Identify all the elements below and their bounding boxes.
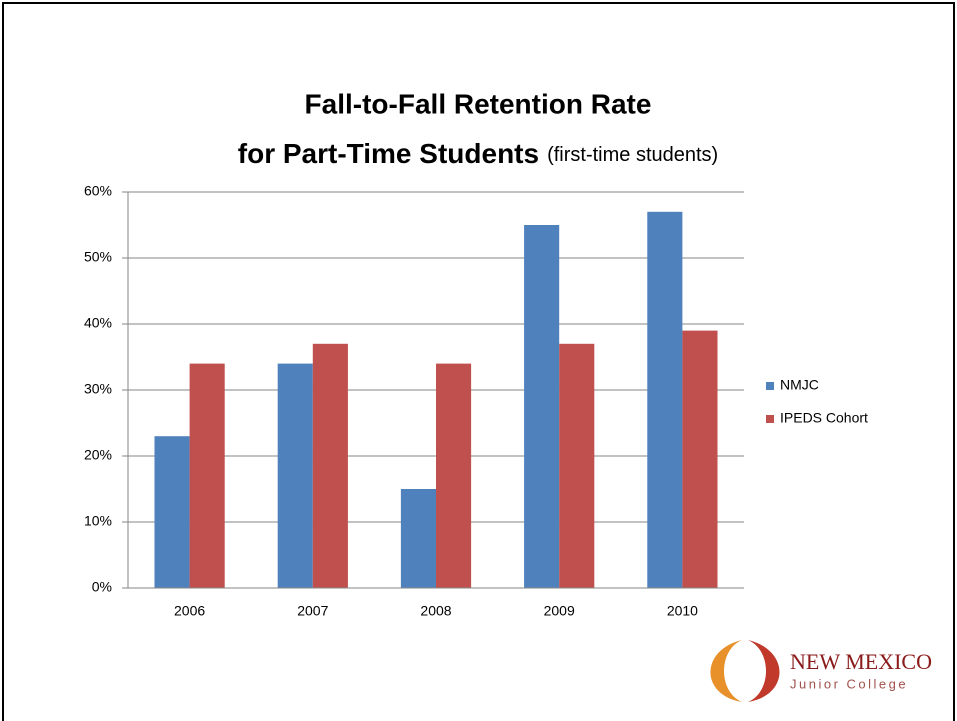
x-tick-label: 2007 [297, 603, 328, 619]
chart-title-line: for Part-Time Students (first-time studen… [238, 138, 718, 169]
bar [436, 363, 472, 588]
bar [312, 343, 348, 588]
y-tick-label: 0% [92, 579, 112, 595]
bar [559, 343, 595, 588]
chart-subtitle: (first-time students) [547, 144, 718, 166]
y-tick-label: 30% [84, 381, 112, 397]
legend-label: IPEDS Cohort [780, 410, 868, 426]
x-tick-label: 2006 [174, 603, 205, 619]
x-tick-label: 2008 [420, 603, 451, 619]
legend-swatch [766, 415, 774, 423]
legend-label: NMJC [780, 377, 819, 393]
logo-subname: Junior College [790, 676, 908, 691]
logo-arc [748, 640, 780, 702]
bar [524, 225, 560, 588]
logo-arc [710, 640, 742, 702]
bar [647, 211, 683, 589]
y-tick-label: 20% [84, 447, 112, 463]
y-tick-label: 10% [84, 513, 112, 529]
legend-swatch [766, 382, 774, 390]
bar [400, 489, 436, 588]
bar [154, 436, 190, 588]
x-tick-label: 2010 [667, 603, 698, 619]
y-tick-label: 40% [84, 315, 112, 331]
y-tick-label: 60% [84, 183, 112, 199]
logo: NEW MEXICO Junior College [710, 640, 932, 702]
y-tick-label: 50% [84, 249, 112, 265]
bar [277, 363, 313, 588]
bar [682, 330, 718, 588]
x-tick-label: 2009 [544, 603, 575, 619]
bar [189, 363, 225, 588]
logo-name: NEW MEXICO [790, 649, 932, 674]
chart-title: for Part-Time Students [238, 138, 539, 169]
chart-title: Fall-to-Fall Retention Rate [305, 88, 652, 119]
